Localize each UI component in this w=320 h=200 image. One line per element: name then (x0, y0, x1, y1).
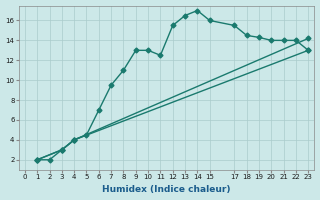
X-axis label: Humidex (Indice chaleur): Humidex (Indice chaleur) (102, 185, 231, 194)
